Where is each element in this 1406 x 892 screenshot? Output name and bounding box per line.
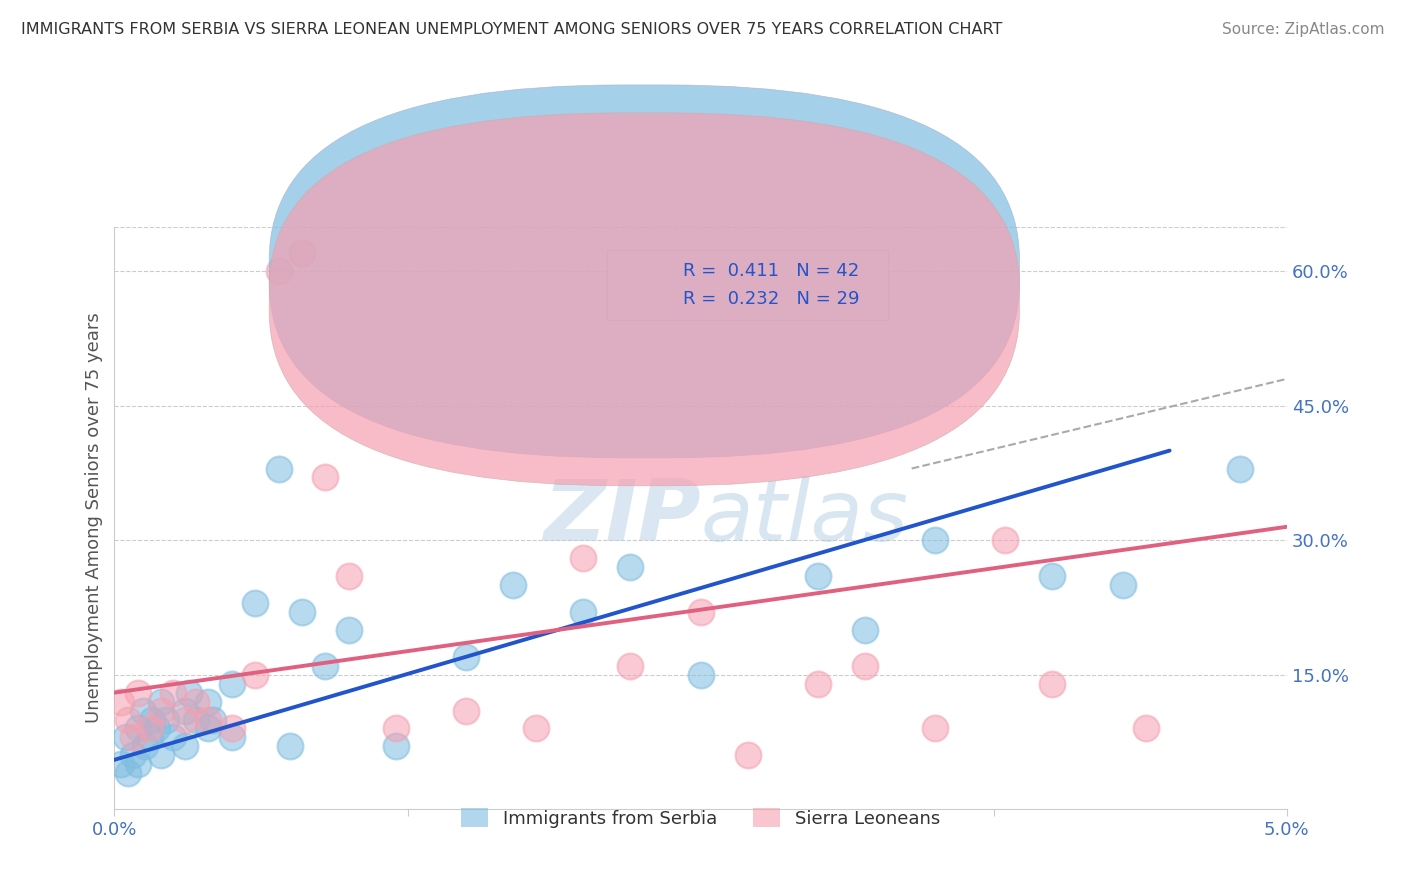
Point xyxy=(173,713,195,727)
Point xyxy=(1229,461,1251,475)
FancyBboxPatch shape xyxy=(607,250,889,319)
Point xyxy=(456,649,478,664)
Point xyxy=(572,605,595,619)
Point xyxy=(526,722,548,736)
Text: R =  0.232   N = 29: R = 0.232 N = 29 xyxy=(683,290,859,309)
Point xyxy=(502,578,524,592)
Text: ZIP: ZIP xyxy=(543,476,700,559)
Point xyxy=(807,569,830,583)
Point xyxy=(122,731,145,745)
Point xyxy=(243,667,266,681)
Point xyxy=(337,569,360,583)
Point xyxy=(131,704,153,718)
Point xyxy=(221,731,243,745)
Point xyxy=(1135,722,1157,736)
Point xyxy=(162,731,184,745)
Point xyxy=(853,623,876,637)
Point xyxy=(127,722,149,736)
Point xyxy=(110,757,132,772)
Point xyxy=(186,695,208,709)
Point xyxy=(291,605,314,619)
Text: IMMIGRANTS FROM SERBIA VS SIERRA LEONEAN UNEMPLOYMENT AMONG SENIORS OVER 75 YEAR: IMMIGRANTS FROM SERBIA VS SIERRA LEONEAN… xyxy=(21,22,1002,37)
Point xyxy=(155,713,177,727)
Point xyxy=(117,766,139,780)
Point xyxy=(127,757,149,772)
Point xyxy=(197,722,219,736)
Point xyxy=(134,739,156,754)
Point xyxy=(150,704,173,718)
Point xyxy=(278,739,301,754)
Point xyxy=(197,695,219,709)
Point xyxy=(689,667,711,681)
Point xyxy=(267,461,290,475)
Point xyxy=(385,722,408,736)
Point xyxy=(1040,569,1063,583)
Point xyxy=(110,695,132,709)
Point xyxy=(689,605,711,619)
Point xyxy=(314,470,336,484)
Point xyxy=(994,533,1017,548)
Point xyxy=(115,731,138,745)
Point xyxy=(853,658,876,673)
Point xyxy=(267,264,290,278)
Point xyxy=(122,748,145,763)
Point xyxy=(173,704,195,718)
Point xyxy=(197,713,219,727)
Point xyxy=(337,623,360,637)
Y-axis label: Unemployment Among Seniors over 75 years: Unemployment Among Seniors over 75 years xyxy=(86,312,103,723)
FancyBboxPatch shape xyxy=(269,113,1019,486)
Point xyxy=(138,722,160,736)
Point xyxy=(138,731,160,745)
Point xyxy=(737,748,759,763)
Text: atlas: atlas xyxy=(700,476,908,559)
Point xyxy=(150,748,173,763)
Point xyxy=(127,685,149,699)
Point xyxy=(179,685,201,699)
Point xyxy=(186,713,208,727)
Point xyxy=(221,722,243,736)
FancyBboxPatch shape xyxy=(269,85,1019,458)
Point xyxy=(221,676,243,690)
Legend: Immigrants from Serbia, Sierra Leoneans: Immigrants from Serbia, Sierra Leoneans xyxy=(454,801,948,835)
Point xyxy=(456,704,478,718)
Point xyxy=(141,713,163,727)
Point xyxy=(117,713,139,727)
Text: R =  0.411   N = 42: R = 0.411 N = 42 xyxy=(683,262,859,280)
Point xyxy=(173,739,195,754)
Point xyxy=(385,739,408,754)
Point xyxy=(150,695,173,709)
Point xyxy=(1112,578,1135,592)
Point xyxy=(924,533,946,548)
Point xyxy=(201,713,224,727)
Point xyxy=(1040,676,1063,690)
Point xyxy=(807,676,830,690)
Point xyxy=(924,722,946,736)
Text: Source: ZipAtlas.com: Source: ZipAtlas.com xyxy=(1222,22,1385,37)
Point xyxy=(243,596,266,610)
Point xyxy=(619,560,641,574)
Point xyxy=(572,551,595,566)
Point xyxy=(162,685,184,699)
Point xyxy=(619,658,641,673)
Point xyxy=(314,658,336,673)
Point xyxy=(145,722,167,736)
Point xyxy=(291,246,314,260)
